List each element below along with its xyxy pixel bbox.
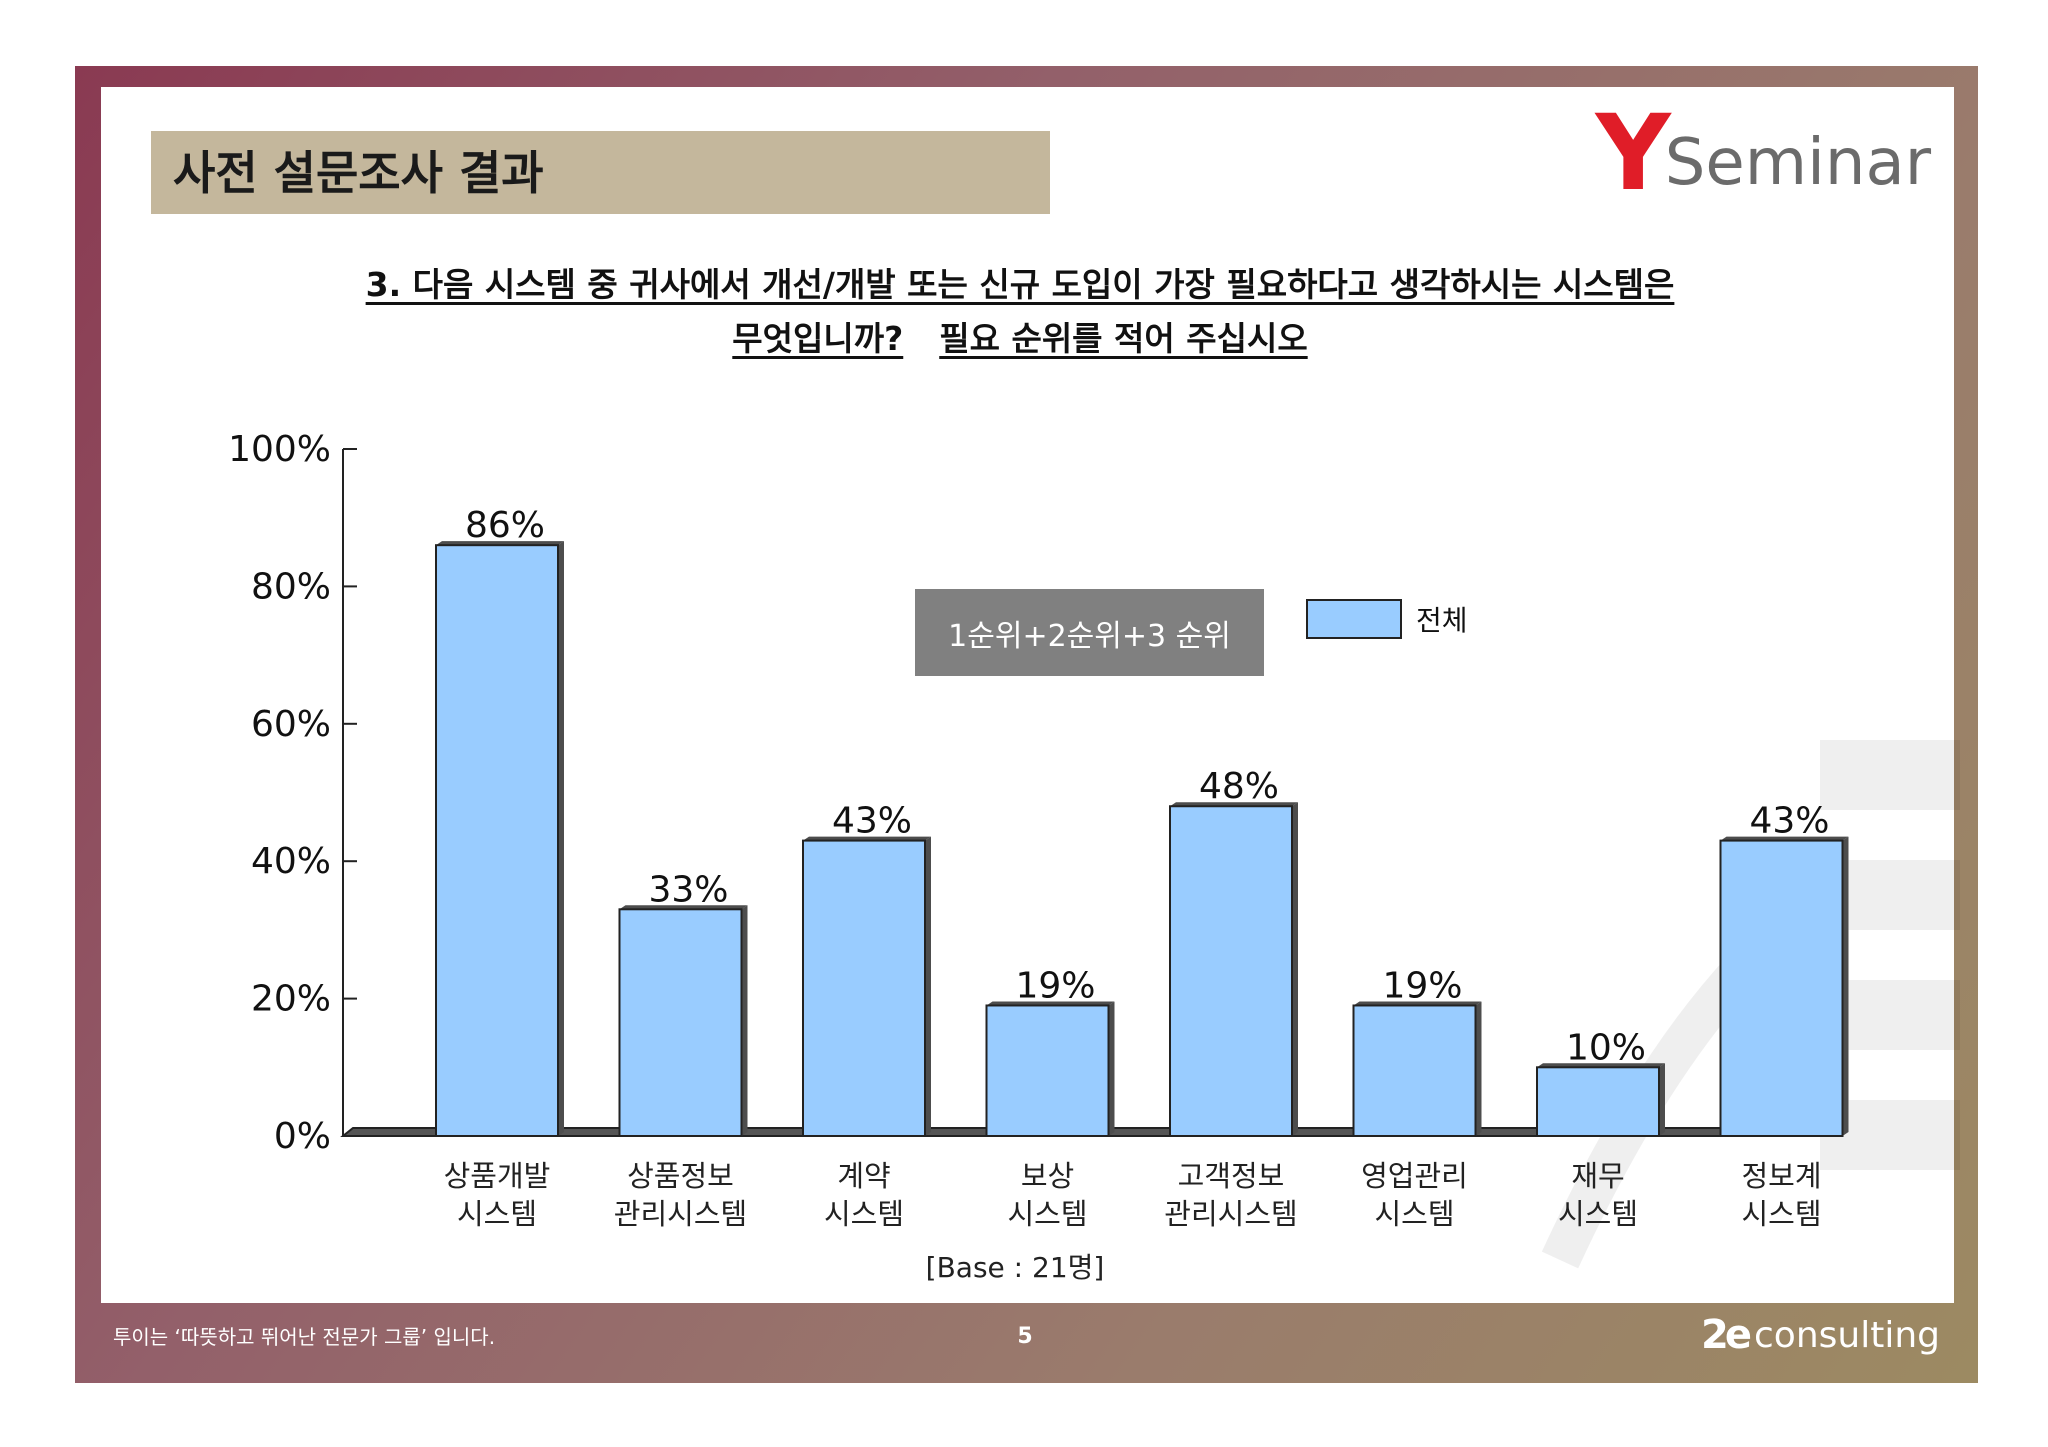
bar-top [1720,836,1849,841]
bar-side [925,836,931,1136]
bar [435,544,559,1137]
logo-consulting-word: consulting [1754,1314,1940,1356]
x-category-label: 고객정보 [1178,1159,1285,1193]
page-title: 사전 설문조사 결과 [173,146,544,200]
footer-tagline: 투이는 ‘따뜻하고 뛰어난 전문가 그룹’ 입니다. [113,1325,496,1349]
bar [1719,839,1844,1138]
question-text-2b: 필요 순위를 적어 주십시오 [939,319,1308,358]
y-tick-label: 100% [228,429,331,470]
y-tick-label: 60% [251,704,331,745]
x-category-label: 상품개발 [444,1159,551,1193]
x-category-label: 관리시스템 [614,1197,747,1231]
bar-side [1659,1063,1665,1136]
seminar-logo: Y Seminar [1595,92,1931,214]
logo-mark: 2e [1701,1312,1752,1358]
bar-value-label: 33% [648,869,728,910]
bar-value-label: 10% [1566,1027,1646,1068]
x-category-label: 시스템 [1374,1197,1454,1231]
bar-top [986,1001,1115,1006]
bar-top [1353,1001,1482,1006]
x-category-label: 영업관리 [1361,1159,1468,1193]
rank-badge: 1순위+2순위+3 순위 [915,589,1264,676]
bar-side [1475,1001,1482,1136]
bar-side [1292,802,1298,1136]
title-banner [151,131,1050,214]
bar-top [803,836,931,841]
legend-swatch [1306,599,1402,639]
bar-side [741,905,748,1136]
x-category-label: 정보계 [1741,1159,1821,1193]
x-category-label: 시스템 [457,1197,537,1231]
page-number: 5 [1017,1324,1033,1349]
legend-label: 전체 [1416,604,1468,637]
y-tick-label: 20% [251,979,331,1020]
question-text-1: 3. 다음 시스템 중 귀사에서 개선/개발 또는 신규 도입이 가장 필요하다… [365,265,1675,304]
base-note: [Base : 21명] [926,1251,1105,1284]
x-category-label: 상품정보 [627,1159,734,1193]
bar-value-label: 19% [1382,965,1462,1006]
bar-side [1108,1001,1115,1136]
bar-value-label: 43% [1749,801,1829,842]
bar [1352,1004,1477,1137]
bar [985,1004,1110,1137]
bar-value-label: 19% [1015,965,1095,1006]
bar-value-label: 48% [1199,766,1279,807]
question-line-2: 무엇입니까? 필요 순위를 적어 주십시오 [260,312,1780,360]
question-text-2a: 무엇입니까? [732,319,904,358]
y-tick-label: 80% [251,566,331,607]
y-tick-label: 0% [274,1116,331,1157]
x-category-label: 시스템 [1558,1197,1638,1231]
bar-side [1842,836,1849,1136]
logo-wordmark: Seminar [1664,126,1931,200]
bar [1536,1066,1660,1138]
bar [1169,805,1293,1137]
bar-value-label: 43% [832,801,912,842]
bar [618,908,743,1137]
logo-y-letter: Y [1595,92,1671,214]
question-line-1: 3. 다음 시스템 중 귀사에서 개선/개발 또는 신규 도입이 가장 필요하다… [260,258,1780,306]
x-category-label: 시스템 [824,1197,904,1231]
x-category-label: 시스템 [1007,1197,1087,1231]
x-category-label: 관리시스템 [1164,1197,1297,1231]
consulting-logo: 2e consulting [1701,1310,1940,1360]
bar [802,839,926,1138]
x-category-label: 재무 [1571,1159,1624,1193]
x-category-label: 보상 [1021,1159,1074,1193]
x-category-label: 계약 [837,1159,890,1193]
legend: 전체 [1306,596,1468,642]
bar-side [558,541,564,1136]
bar-value-label: 86% [465,505,545,546]
x-category-label: 시스템 [1741,1197,1821,1231]
y-tick-label: 40% [251,841,331,882]
